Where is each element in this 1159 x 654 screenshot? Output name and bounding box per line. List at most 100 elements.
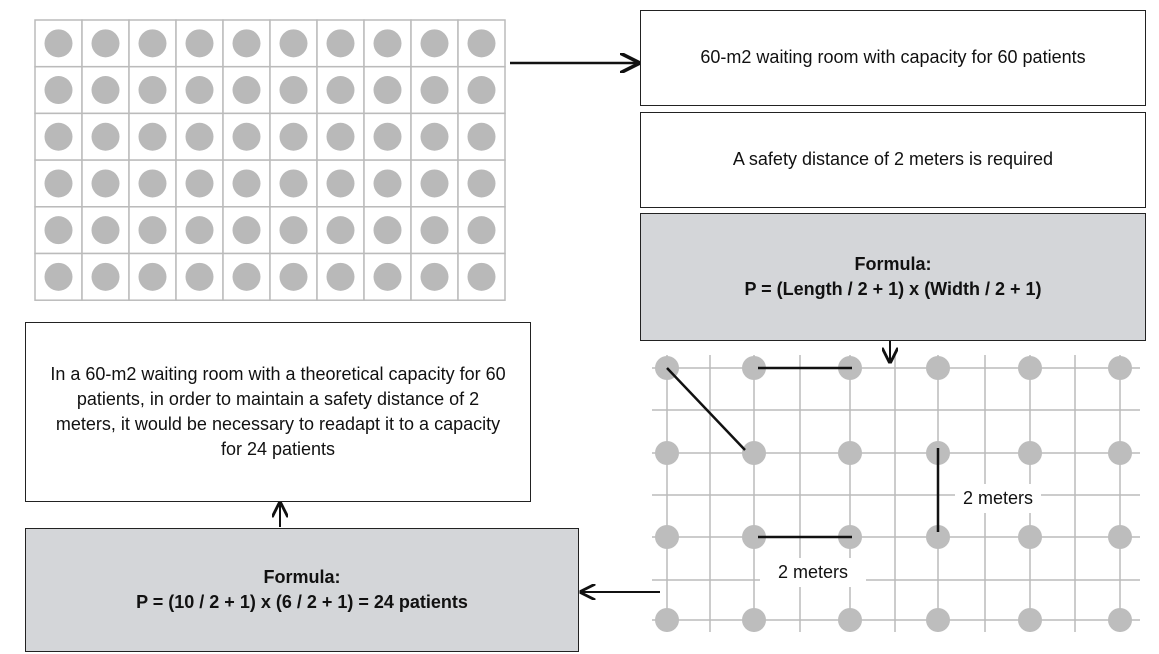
seat bbox=[232, 122, 261, 151]
seat bbox=[467, 262, 496, 291]
seat bbox=[742, 441, 766, 465]
room-box: 60-m2 waiting room with capacity for 60 … bbox=[640, 10, 1146, 106]
seat bbox=[373, 76, 402, 105]
formula-heading: Formula: bbox=[854, 253, 932, 274]
seat bbox=[185, 169, 214, 198]
seat bbox=[279, 122, 308, 151]
formula-heading: Formula: bbox=[263, 566, 341, 587]
seat bbox=[279, 169, 308, 198]
seat bbox=[185, 262, 214, 291]
seat bbox=[185, 76, 214, 105]
distance-line bbox=[666, 367, 746, 451]
seat bbox=[326, 122, 355, 151]
distance-label: 2 meters bbox=[955, 484, 1042, 513]
seat bbox=[138, 29, 167, 58]
seat bbox=[326, 262, 355, 291]
seat bbox=[926, 525, 950, 549]
seat bbox=[926, 356, 950, 380]
seat bbox=[373, 216, 402, 245]
seat bbox=[279, 262, 308, 291]
seat bbox=[1018, 608, 1042, 632]
spaced-seating-grid bbox=[652, 355, 1140, 632]
seat bbox=[420, 122, 449, 151]
seat bbox=[373, 122, 402, 151]
box-text: In a 60-m2 waiting room with a theoretic… bbox=[50, 363, 506, 460]
seat bbox=[326, 216, 355, 245]
seat bbox=[44, 262, 73, 291]
seat bbox=[655, 608, 679, 632]
seat bbox=[138, 216, 167, 245]
seat bbox=[91, 169, 120, 198]
seat bbox=[373, 169, 402, 198]
seat bbox=[742, 356, 766, 380]
seat bbox=[420, 216, 449, 245]
seat bbox=[326, 169, 355, 198]
seat bbox=[232, 262, 261, 291]
seat bbox=[467, 29, 496, 58]
seat bbox=[232, 76, 261, 105]
applied-formula-box: Formula: P = (10 / 2 + 1) x (6 / 2 + 1) … bbox=[25, 528, 579, 652]
seat bbox=[467, 216, 496, 245]
seat bbox=[742, 525, 766, 549]
seat bbox=[91, 216, 120, 245]
seat bbox=[838, 608, 862, 632]
seat bbox=[467, 169, 496, 198]
seat bbox=[138, 169, 167, 198]
seat bbox=[232, 169, 261, 198]
seat bbox=[373, 29, 402, 58]
seat bbox=[1108, 525, 1132, 549]
seat bbox=[91, 76, 120, 105]
seat bbox=[420, 29, 449, 58]
seat bbox=[185, 216, 214, 245]
seat bbox=[838, 441, 862, 465]
formula-expression: P = (10 / 2 + 1) x (6 / 2 + 1) = 24 pati… bbox=[136, 592, 468, 612]
seat bbox=[91, 29, 120, 58]
box-text: 60-m2 waiting room with capacity for 60 … bbox=[700, 47, 1086, 68]
box-text: A safety distance of 2 meters is require… bbox=[732, 149, 1054, 170]
seat bbox=[138, 122, 167, 151]
seat bbox=[279, 216, 308, 245]
seat-cell bbox=[222, 112, 271, 161]
seat bbox=[326, 76, 355, 105]
formula-box: Formula: P = (Length / 2 + 1) x (Width /… bbox=[640, 213, 1146, 341]
seat bbox=[44, 76, 73, 105]
distance-label: 2 meters bbox=[760, 558, 867, 587]
seat bbox=[279, 29, 308, 58]
seat-cell bbox=[363, 112, 412, 161]
seat bbox=[138, 262, 167, 291]
seat bbox=[420, 169, 449, 198]
seat bbox=[1018, 525, 1042, 549]
seat bbox=[1018, 441, 1042, 465]
distance-box: A safety distance of 2 meters is require… bbox=[640, 112, 1146, 208]
seat bbox=[1108, 441, 1132, 465]
seat bbox=[232, 29, 261, 58]
seat bbox=[91, 122, 120, 151]
seat bbox=[44, 29, 73, 58]
seat bbox=[44, 122, 73, 151]
seat bbox=[926, 608, 950, 632]
seat bbox=[185, 122, 214, 151]
seat bbox=[420, 76, 449, 105]
seat bbox=[232, 216, 261, 245]
seat bbox=[44, 169, 73, 198]
seat bbox=[655, 441, 679, 465]
seat bbox=[279, 76, 308, 105]
seat bbox=[420, 262, 449, 291]
seat bbox=[138, 76, 167, 105]
seat bbox=[742, 608, 766, 632]
seat bbox=[326, 29, 355, 58]
formula-expression: P = (Length / 2 + 1) x (Width / 2 + 1) bbox=[744, 279, 1042, 299]
dense-seating-grid bbox=[34, 19, 506, 301]
conclusion-box: In a 60-m2 waiting room with a theoretic… bbox=[25, 322, 531, 502]
seat bbox=[467, 122, 496, 151]
seat bbox=[1018, 356, 1042, 380]
seat bbox=[44, 216, 73, 245]
seat bbox=[655, 525, 679, 549]
seat bbox=[1108, 356, 1132, 380]
seat bbox=[373, 262, 402, 291]
seat bbox=[91, 262, 120, 291]
seat bbox=[1108, 608, 1132, 632]
seat bbox=[185, 29, 214, 58]
